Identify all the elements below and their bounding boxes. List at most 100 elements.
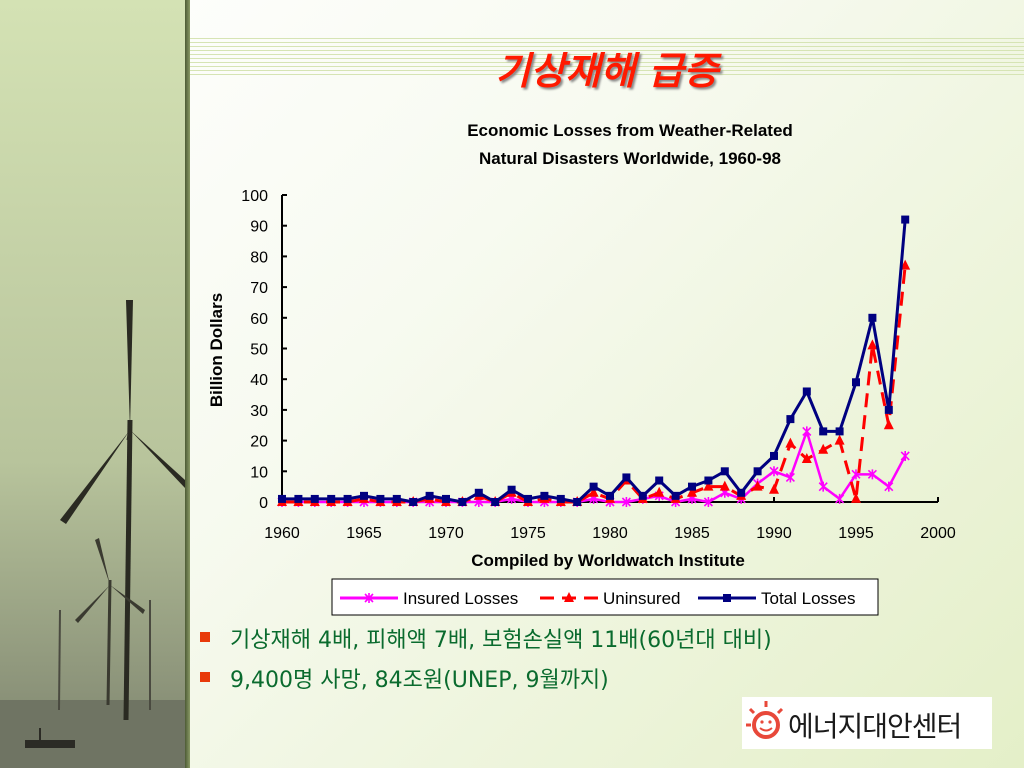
data-point-total-losses: [688, 482, 696, 491]
data-point-uninsured: [703, 480, 714, 491]
y-axis-label: Billion Dollars: [207, 293, 226, 407]
data-point-total-losses: [540, 491, 549, 500]
data-point-uninsured: [900, 259, 911, 270]
data-point-insured-losses: [703, 497, 713, 507]
data-point-total-losses: [425, 491, 434, 500]
data-point-total-losses: [442, 494, 450, 503]
legend-label: Total Losses: [761, 589, 856, 608]
data-point-total-losses: [884, 405, 893, 414]
y-tick-label: 60: [250, 311, 268, 328]
y-tick-label: 20: [250, 434, 268, 451]
slide-title: 기상재해 급증: [495, 49, 719, 93]
data-point-total-losses: [310, 494, 319, 503]
panel-divider: [185, 0, 190, 768]
y-tick-label: 0: [259, 495, 268, 512]
x-axis-label: Compiled by Worldwatch Institute: [471, 551, 745, 570]
x-tick-label: 1965: [346, 525, 382, 542]
data-point-insured-losses: [867, 469, 877, 480]
data-point-total-losses: [786, 415, 795, 424]
x-tick-label: 2000: [920, 525, 956, 542]
data-point-uninsured: [801, 453, 812, 464]
legend-label: Uninsured: [603, 589, 681, 608]
data-point-total-losses: [835, 427, 844, 436]
legend-marker: [564, 592, 574, 602]
data-point-total-losses: [278, 494, 286, 503]
data-point-uninsured: [654, 486, 665, 497]
data-point-insured-losses: [818, 481, 828, 492]
data-point-total-losses: [573, 498, 582, 506]
data-point-total-losses: [294, 494, 303, 503]
data-point-total-losses: [360, 491, 368, 500]
legend-box: [331, 578, 879, 616]
bullet-text: 기상재해 4배, 피해액 7배, 보험손실액 11배(60년대 대비): [230, 628, 772, 653]
x-tick-label: 1995: [838, 525, 874, 542]
data-point-total-losses: [671, 491, 680, 500]
data-point-insured-losses: [621, 497, 631, 507]
chart-title-line1: Economic Losses from Weather-Related: [467, 121, 793, 140]
data-point-insured-losses: [835, 493, 845, 504]
y-tick-label: 80: [250, 249, 268, 266]
losses-line-chart: Economic Losses from Weather-Related Nat…: [207, 121, 956, 616]
data-point-total-losses: [901, 215, 910, 224]
data-point-total-losses: [327, 494, 336, 503]
x-tick-label: 1960: [264, 525, 300, 542]
bullet-text: 9,400명 사망, 84조원(UNEP, 9월까지): [230, 668, 609, 693]
title-stripes: [190, 38, 1024, 78]
data-point-total-losses: [458, 498, 467, 506]
legend-marker: [364, 593, 374, 603]
bullet-square-icon: [200, 672, 210, 682]
series-line-uninsured: [282, 265, 907, 504]
x-tick-label: 1975: [510, 525, 546, 542]
data-point-insured-losses: [769, 466, 779, 477]
data-point-total-losses: [852, 378, 860, 387]
data-point-uninsured: [851, 492, 861, 503]
y-tick-label: 70: [250, 280, 268, 297]
bullet-square-icon: [200, 632, 210, 642]
data-point-total-losses: [720, 467, 729, 476]
data-point-total-losses: [753, 467, 762, 476]
x-tick-label: 1990: [756, 525, 792, 542]
energy-center-logo: 에너지대안센터: [742, 697, 992, 749]
data-point-uninsured: [588, 486, 599, 497]
data-point-insured-losses: [802, 426, 812, 437]
data-point-total-losses: [819, 427, 828, 436]
series-line-total-losses: [282, 219, 907, 504]
bullet-list: 기상재해 4배, 피해액 7배, 보험손실액 11배(60년대 대비) 9,40…: [200, 626, 772, 706]
data-point-total-losses: [704, 476, 713, 485]
data-point-total-losses: [802, 387, 811, 396]
data-point-uninsured: [687, 486, 697, 497]
bullet-item: 9,400명 사망, 84조원(UNEP, 9월까지): [200, 666, 772, 706]
chart-legend: Insured Losses Uninsured Total Losses: [331, 578, 879, 616]
logo-text: 에너지대안센터: [788, 710, 962, 743]
y-tick-label: 30: [250, 403, 268, 420]
y-tick-label: 40: [250, 372, 268, 389]
data-point-uninsured: [883, 419, 894, 430]
left-decorative-panel: [0, 0, 185, 768]
data-point-total-losses: [589, 482, 598, 491]
legend-marker: [723, 594, 731, 602]
data-point-total-losses: [409, 498, 418, 506]
data-point-total-losses: [606, 491, 614, 500]
data-point-total-losses: [622, 473, 631, 482]
chart-title-line2: Natural Disasters Worldwide, 1960-98: [479, 149, 781, 168]
sun-face-logo-icon: [746, 701, 784, 739]
legend-label: Insured Losses: [403, 589, 518, 608]
chart-plot-area: [277, 215, 911, 507]
data-point-total-losses: [507, 485, 516, 494]
x-tick-label: 1985: [674, 525, 710, 542]
y-tick-label: 50: [250, 342, 268, 359]
data-point-insured-losses: [785, 472, 795, 483]
data-point-total-losses: [376, 494, 385, 503]
data-point-total-losses: [524, 494, 532, 503]
data-point-uninsured: [834, 434, 845, 445]
data-point-total-losses: [491, 498, 500, 506]
data-point-total-losses: [770, 451, 778, 460]
data-point-uninsured: [719, 480, 730, 491]
data-point-total-losses: [474, 488, 483, 497]
data-point-total-losses: [868, 313, 877, 322]
data-point-total-losses: [655, 476, 664, 485]
data-point-total-losses: [556, 494, 565, 503]
data-point-uninsured: [818, 443, 829, 454]
bullet-item: 기상재해 4배, 피해액 7배, 보험손실액 11배(60년대 대비): [200, 626, 772, 666]
data-point-uninsured: [867, 339, 878, 350]
